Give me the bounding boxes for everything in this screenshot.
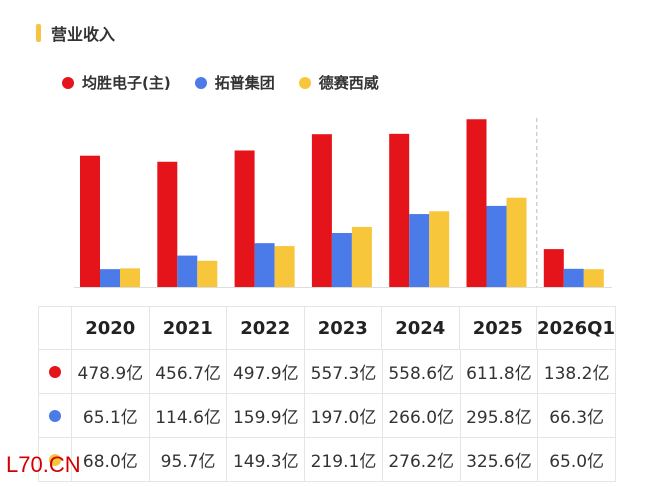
bar (466, 119, 487, 287)
table-header-cell: 2021 (149, 306, 228, 350)
table-cell: 219.1亿 (305, 438, 383, 482)
accent-bar (36, 24, 41, 42)
table-cell: 557.3亿 (305, 350, 383, 394)
series-marker-cell (38, 438, 72, 482)
table-cell: 68.0亿 (72, 438, 150, 482)
series-dot (49, 365, 61, 378)
bar (543, 249, 564, 287)
table-header-cell: 2025 (459, 306, 538, 350)
bar (254, 243, 275, 287)
table-cell: 276.2亿 (382, 438, 461, 482)
bar (429, 211, 450, 287)
series-marker-cell (38, 394, 72, 438)
bar (331, 232, 352, 287)
table-cell: 149.3亿 (227, 438, 306, 482)
series-marker-cell (38, 350, 72, 394)
bar (197, 260, 218, 287)
table-header-cell: 2022 (227, 306, 305, 350)
legend-item: 德赛西威 (298, 72, 379, 93)
table-header-cell: 2020 (72, 306, 150, 350)
bar (563, 268, 584, 287)
section-title: 营业收入 (51, 25, 116, 44)
table-cell: 497.9亿 (227, 350, 306, 394)
table-cell: 66.3亿 (538, 394, 616, 438)
table-header-cell: 2026Q1 (537, 306, 616, 350)
bar (311, 134, 332, 287)
table-cell: 159.9亿 (227, 394, 306, 438)
table-cell: 478.9亿 (72, 350, 150, 394)
table-cell: 65.1亿 (72, 394, 150, 438)
data-table: 2020 2021 2022 2023 2024 2025 2026Q1 478.9亿 456… (38, 306, 616, 482)
bar (274, 246, 295, 287)
bar (120, 268, 140, 287)
table-header-row: 2020 2021 2022 2023 2024 2025 2026Q1 (38, 306, 616, 350)
legend: 均胜电子(主) 拓普集团 德赛西威 (62, 72, 403, 93)
bar (157, 161, 178, 287)
bar (486, 205, 507, 287)
table-corner (38, 306, 72, 350)
table-cell: 95.7亿 (149, 438, 228, 482)
table-cell: 114.6亿 (149, 394, 228, 438)
legend-dot (298, 76, 311, 89)
table-cell: 456.7亿 (149, 350, 228, 394)
table-cell: 295.8亿 (460, 394, 539, 438)
table-row: 65.1亿 114.6亿 159.9亿 197.0亿 266.0亿 295.8亿 66.3亿 (38, 394, 616, 438)
bar (80, 155, 100, 287)
table-row: 68.0亿 95.7亿 149.3亿 219.1亿 276.2亿 325.6亿 65.0亿 (38, 438, 616, 482)
bar (583, 269, 604, 287)
legend-label: 均胜电子(主) (82, 74, 171, 92)
watermark: L70.CN (6, 452, 81, 477)
section-header: 营业收入 (36, 22, 115, 44)
bar (409, 214, 430, 287)
table-cell: 266.0亿 (382, 394, 461, 438)
table-cell: 325.6亿 (460, 438, 539, 482)
bar (234, 150, 255, 287)
legend-label: 拓普集团 (214, 74, 275, 92)
bar (100, 269, 120, 287)
bar-chart (74, 118, 612, 288)
table-cell: 65.0亿 (538, 438, 616, 482)
legend-dot (62, 76, 74, 89)
series-dot (49, 453, 61, 466)
legend-item: 拓普集团 (194, 72, 275, 93)
table-cell: 611.8亿 (460, 350, 539, 394)
legend-dot (194, 76, 207, 89)
bar (351, 226, 372, 287)
bar (177, 255, 198, 287)
table-cell: 558.6亿 (382, 350, 461, 394)
table-cell: 197.0亿 (305, 394, 383, 438)
bar (389, 133, 410, 287)
series-dot (49, 409, 61, 422)
table-header-cell: 2024 (382, 306, 460, 350)
table-cell: 138.2亿 (538, 350, 616, 394)
bar (506, 197, 527, 287)
legend-item: 均胜电子(主) (62, 72, 171, 93)
table-header-cell: 2023 (304, 306, 383, 350)
legend-label: 德赛西威 (318, 74, 379, 92)
table-row: 478.9亿 456.7亿 497.9亿 557.3亿 558.6亿 611.8亿 138.… (38, 350, 616, 394)
